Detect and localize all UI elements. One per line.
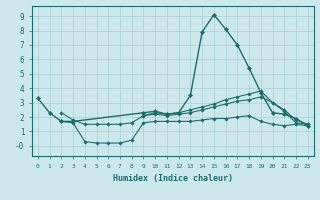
X-axis label: Humidex (Indice chaleur): Humidex (Indice chaleur) <box>113 174 233 183</box>
